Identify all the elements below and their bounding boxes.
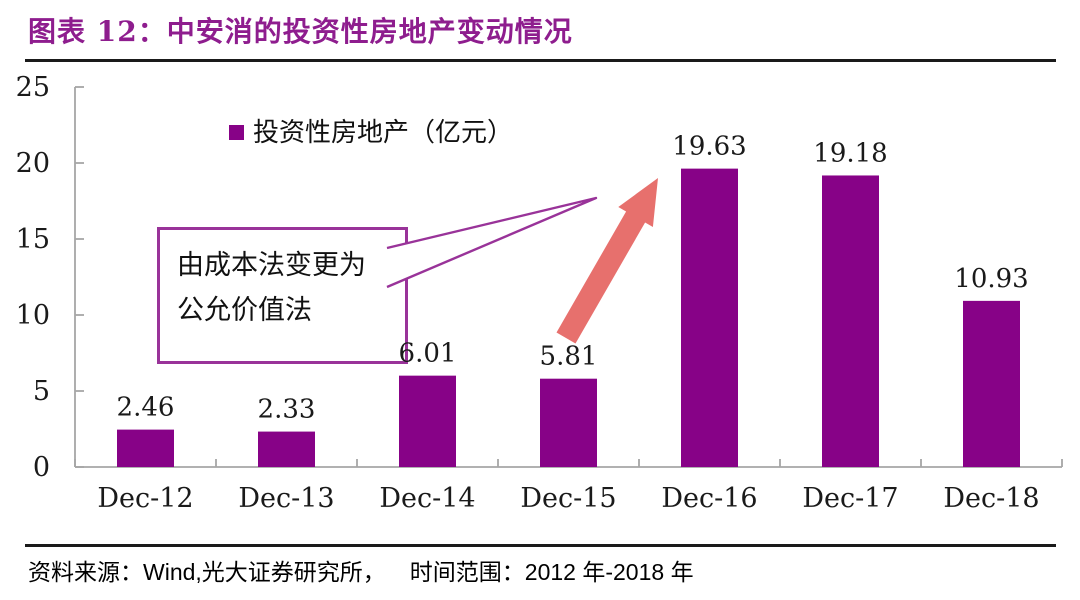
bar-value-label: 2.46 [117, 393, 175, 423]
y-tick-label: 20 [16, 148, 50, 179]
bar-value-label: 5.81 [540, 342, 598, 372]
trend-up-arrow [556, 178, 658, 344]
bar-value-label: 10.93 [954, 264, 1028, 294]
annotation-line-1: 由成本法变更为 [177, 250, 366, 281]
legend-label: 投资性房地产（亿元） [253, 118, 513, 148]
bar-value-label: 6.01 [399, 339, 457, 369]
y-tick-label: 5 [33, 376, 50, 407]
x-category-label: Dec-16 [661, 483, 757, 514]
bar-value-label: 19.63 [672, 132, 746, 162]
x-category-label: Dec-15 [520, 483, 616, 514]
bar-Dec-16 [681, 168, 738, 467]
annotation-callout: 由成本法变更为 公允价值法 [157, 227, 408, 364]
x-category-label: Dec-14 [379, 483, 475, 514]
y-tick-label: 15 [16, 224, 50, 255]
footer-note: 资料来源：Wind,光大证券研究所， 时间范围：2012 年-2018 年 [28, 553, 694, 587]
data-source-text: 资料来源：Wind,光大证券研究所， [28, 559, 386, 585]
figure-title: 图表 12：中安消的投资性房地产变动情况 [28, 15, 573, 48]
legend-swatch [229, 125, 244, 140]
x-category-label: Dec-13 [238, 483, 334, 514]
bar-Dec-15 [540, 378, 597, 467]
annotation-line-2: 公允价值法 [177, 295, 312, 326]
bar-Dec-17 [822, 175, 879, 468]
y-tick-label: 25 [16, 72, 50, 103]
callout-beak [386, 196, 598, 289]
bar-value-label: 19.18 [813, 138, 887, 168]
y-tick-label: 0 [33, 452, 50, 483]
title-divider-line [25, 59, 1056, 62]
y-tick-label: 10 [16, 300, 50, 331]
x-category-label: Dec-17 [802, 483, 898, 514]
bar-value-label: 2.33 [258, 395, 316, 425]
bar-Dec-14 [399, 375, 456, 467]
footer-divider-line [25, 544, 1056, 547]
bar-Dec-13 [258, 431, 315, 467]
bar-Dec-12 [117, 429, 174, 467]
x-category-label: Dec-18 [943, 483, 1039, 514]
bar-Dec-18 [963, 300, 1020, 467]
time-range-text: 时间范围：2012 年-2018 年 [409, 559, 694, 585]
x-category-label: Dec-12 [97, 483, 193, 514]
